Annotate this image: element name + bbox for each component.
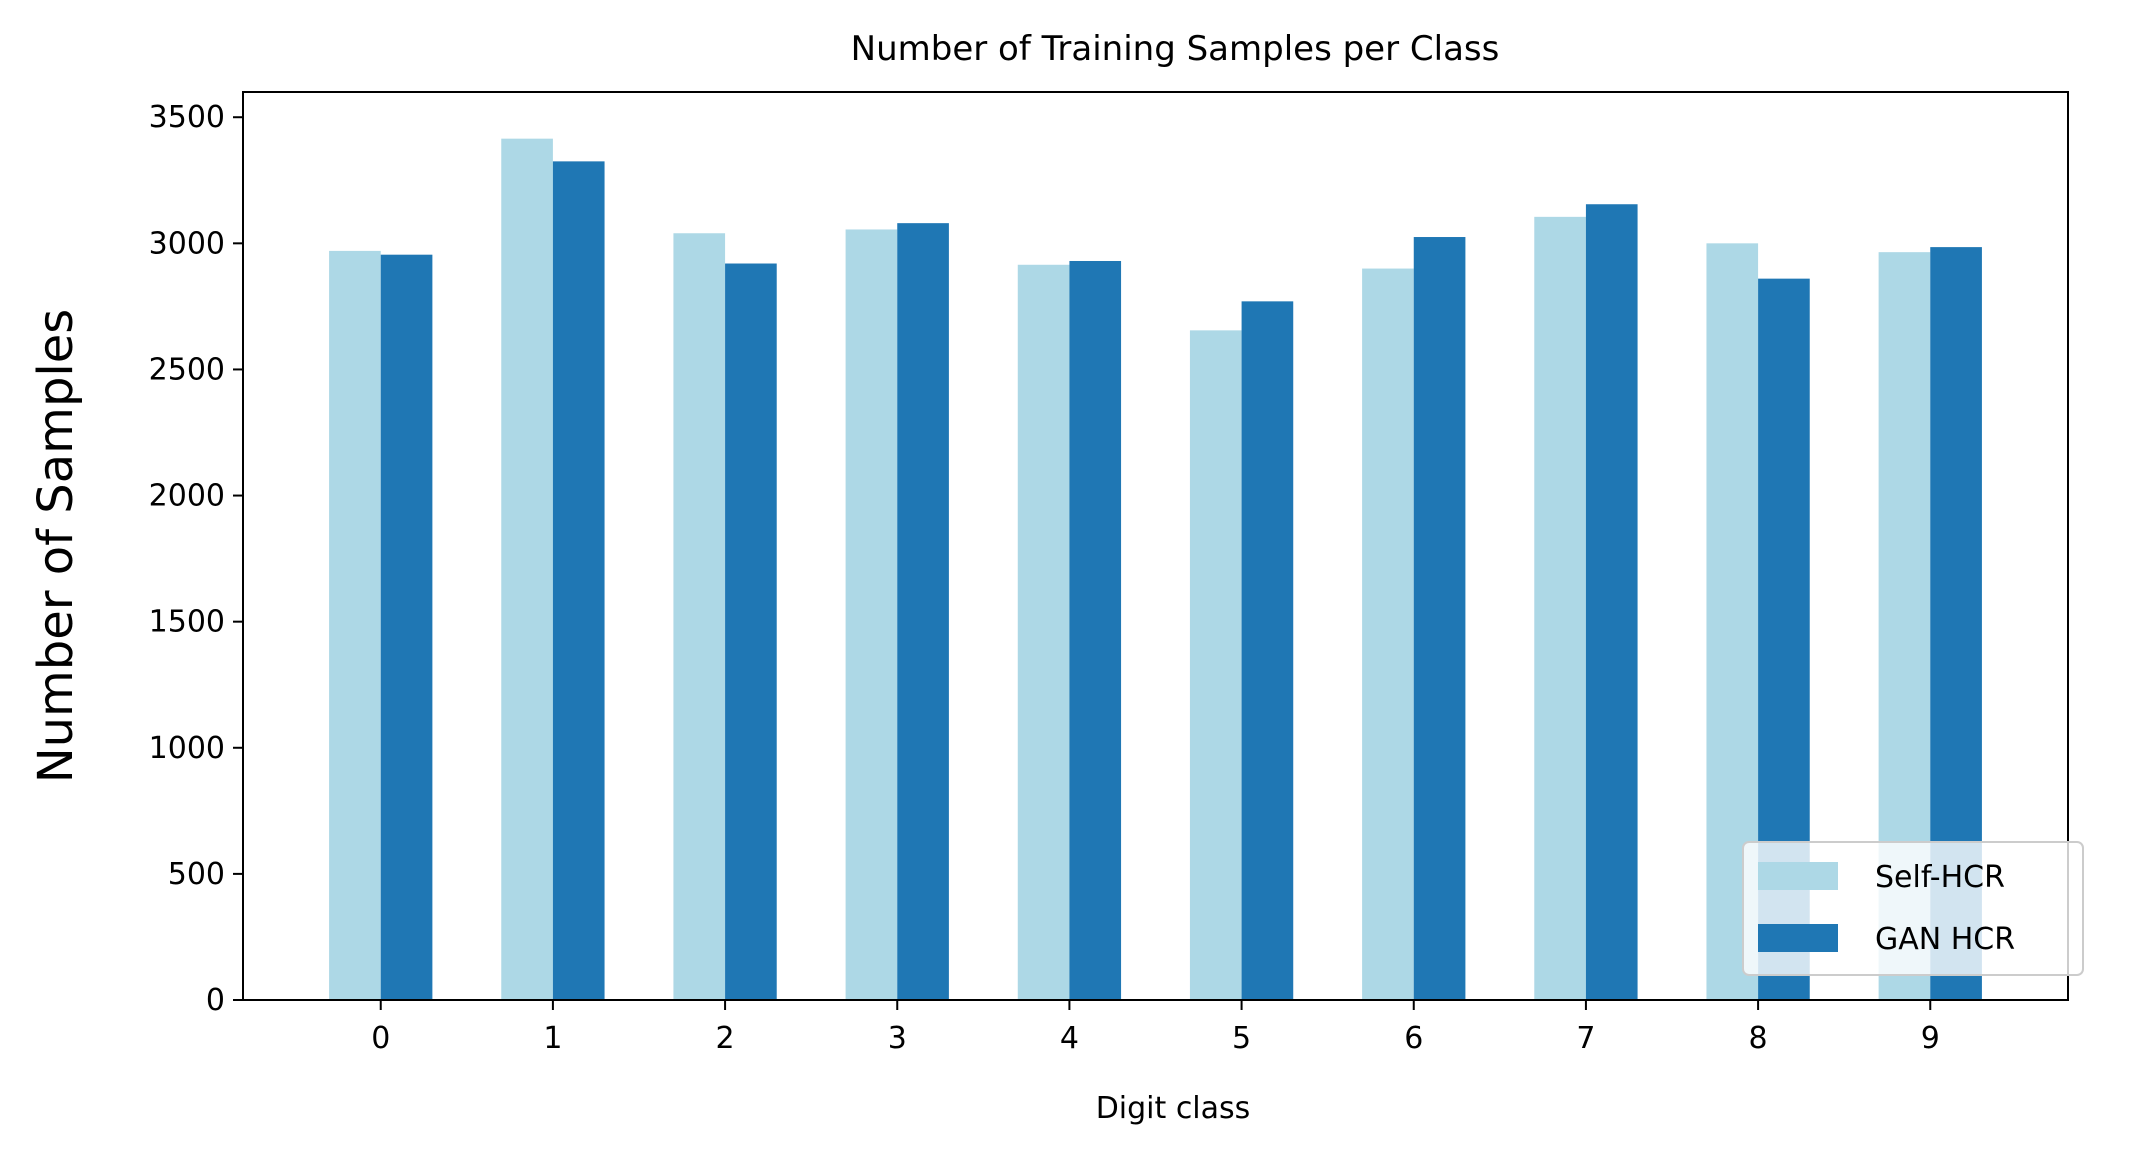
bars-group bbox=[329, 138, 1982, 1001]
bar-gan-hcr-4 bbox=[1069, 260, 1122, 1000]
bar-gan-hcr-0 bbox=[380, 254, 433, 1000]
x-axis: 0 1 2 3 4 5 6 7 8 9 bbox=[371, 1000, 1940, 1056]
bar-gan-hcr-7 bbox=[1585, 204, 1638, 1000]
legend-swatch-self-hcr bbox=[1758, 862, 1838, 890]
bar-gan-hcr-6 bbox=[1413, 237, 1466, 1000]
y-tick-label: 3500 bbox=[149, 100, 225, 135]
legend-swatch-gan-hcr bbox=[1758, 924, 1838, 952]
x-tick-label: 4 bbox=[1060, 1021, 1079, 1056]
x-tick-label: 1 bbox=[543, 1021, 562, 1056]
bar-self-hcr-6 bbox=[1362, 268, 1414, 1000]
y-axis: 0 500 1000 1500 2000 2500 3000 3500 bbox=[149, 100, 243, 1018]
y-tick-label: 3000 bbox=[149, 226, 225, 261]
y-axis-label: Number of Samples bbox=[28, 309, 84, 784]
chart-title: Number of Training Samples per Class bbox=[851, 29, 1500, 69]
x-tick-label: 8 bbox=[1749, 1021, 1768, 1056]
bar-self-hcr-4 bbox=[1017, 264, 1070, 1000]
y-tick-label: 1500 bbox=[149, 605, 225, 640]
legend-label-self-hcr: Self-HCR bbox=[1875, 860, 2005, 895]
bar-gan-hcr-5 bbox=[1241, 301, 1294, 1000]
y-tick-label: 0 bbox=[206, 983, 225, 1018]
bar-self-hcr-1 bbox=[501, 138, 553, 1000]
x-tick-label: 0 bbox=[371, 1021, 390, 1056]
x-tick-label: 5 bbox=[1232, 1021, 1251, 1056]
y-tick-label: 500 bbox=[168, 857, 225, 892]
bar-gan-hcr-3 bbox=[897, 223, 949, 1001]
bar-self-hcr-2 bbox=[673, 233, 726, 1000]
bar-self-hcr-0 bbox=[329, 250, 381, 1000]
x-tick-label: 9 bbox=[1921, 1021, 1940, 1056]
x-tick-label: 2 bbox=[716, 1021, 735, 1056]
bar-gan-hcr-2 bbox=[725, 263, 777, 1000]
y-tick-label: 2500 bbox=[149, 352, 225, 387]
y-tick-label: 2000 bbox=[149, 479, 225, 514]
x-tick-label: 3 bbox=[888, 1021, 907, 1056]
x-tick-label: 7 bbox=[1576, 1021, 1595, 1056]
bar-self-hcr-5 bbox=[1189, 330, 1242, 1001]
y-tick-label: 1000 bbox=[149, 731, 225, 766]
plot-area-frame bbox=[242, 91, 2069, 1001]
legend: Self-HCR GAN HCR bbox=[1742, 841, 2084, 976]
bar-gan-hcr-1 bbox=[552, 161, 605, 1001]
bar-self-hcr-3 bbox=[845, 229, 898, 1000]
x-tick-label: 6 bbox=[1404, 1021, 1423, 1056]
x-axis-label: Digit class bbox=[1096, 1091, 1251, 1126]
legend-label-gan-hcr: GAN HCR bbox=[1875, 922, 2015, 957]
bar-self-hcr-7 bbox=[1534, 216, 1586, 1001]
